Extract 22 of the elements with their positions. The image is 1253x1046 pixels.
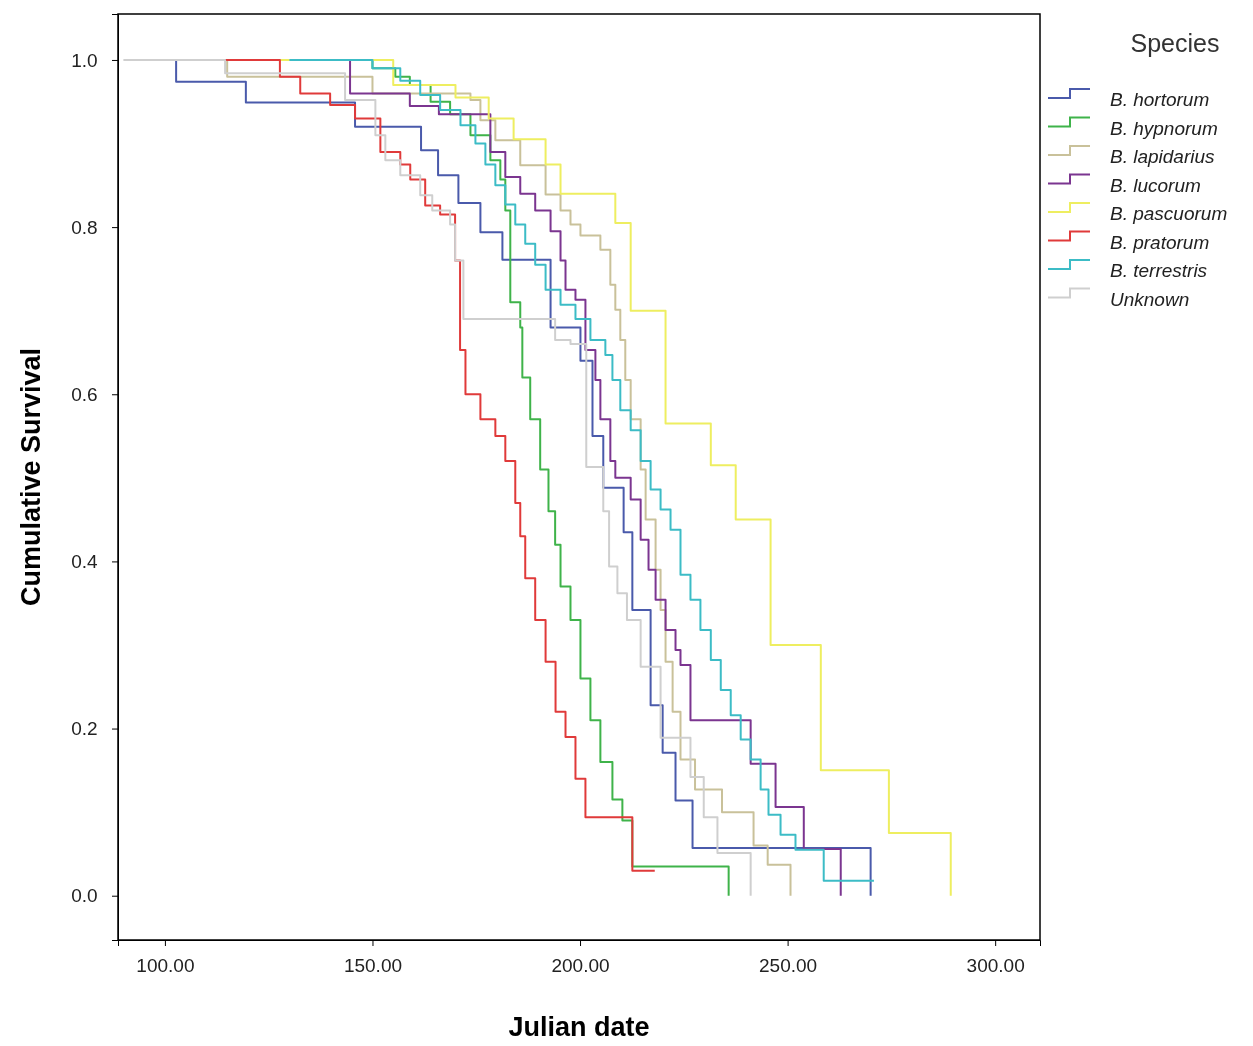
legend-title: Species <box>1130 29 1220 57</box>
legend-label: B. lucorum <box>1110 174 1201 196</box>
x-tick-label: 300.00 <box>966 954 1025 976</box>
y-tick-label: 0.4 <box>71 550 99 572</box>
legend-label: B. hortorum <box>1110 89 1210 110</box>
y-tick-label: 0.2 <box>71 718 98 740</box>
legend-label: B. pascuorum <box>1110 203 1228 224</box>
legend-label: B. hypnorum <box>1110 117 1218 139</box>
legend-label: B. terrestris <box>1110 260 1208 281</box>
y-tick-label: 0.6 <box>71 383 98 405</box>
y-tick-label: 0.0 <box>71 885 98 907</box>
legend-label: B. lapidarius <box>1110 146 1216 167</box>
x-tick-label: 150.00 <box>343 954 403 976</box>
x-axis-title: Julian date <box>508 1012 650 1042</box>
x-tick-label: 100.00 <box>136 954 195 976</box>
legend-label: B. pratorum <box>1110 231 1210 253</box>
y-tick-label: 0.8 <box>71 216 98 238</box>
legend-label: Unknown <box>1110 288 1190 310</box>
x-tick-label: 250.00 <box>759 954 818 976</box>
x-tick-label: 200.00 <box>551 954 610 976</box>
y-axis-title: Cumulative Survival <box>16 347 46 607</box>
y-tick-label: 1.0 <box>71 49 98 71</box>
